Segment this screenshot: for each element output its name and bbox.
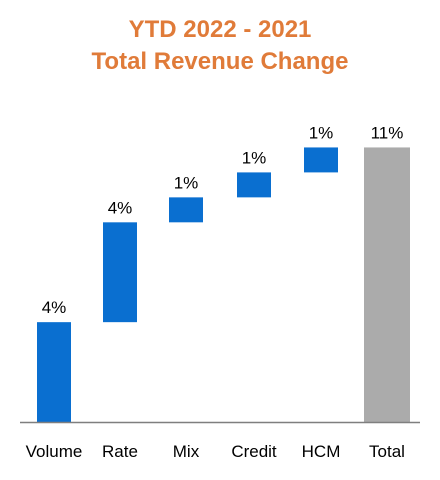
chart-title-line1: YTD 2022 - 2021 — [128, 16, 312, 43]
data-label-volume: 4% — [42, 298, 67, 317]
tick-label-volume: Volume — [26, 442, 83, 461]
bar-hcm — [304, 147, 338, 173]
bar-volume — [37, 322, 71, 422]
bar-credit — [237, 172, 271, 198]
bar-mix — [169, 197, 203, 223]
data-label-hcm: 1% — [309, 123, 334, 142]
tick-label-mix: Mix — [173, 442, 200, 461]
labels-group: 4% Volume 4% Rate 1% Mix 1% Credit 1% HCM 11% Total — [26, 123, 405, 461]
data-label-total: 11% — [371, 123, 404, 142]
tick-label-credit: Credit — [231, 442, 277, 461]
data-label-mix: 1% — [174, 173, 199, 192]
data-label-rate: 4% — [108, 198, 133, 217]
tick-label-rate: Rate — [102, 442, 138, 461]
tick-label-hcm: HCM — [302, 442, 341, 461]
data-label-credit: 1% — [242, 148, 267, 167]
bar-rate — [103, 222, 137, 323]
chart-title-line2: Total Revenue Change — [91, 48, 349, 75]
bar-total — [364, 147, 410, 422]
tick-label-total: Total — [369, 442, 405, 461]
bars-group — [37, 147, 410, 422]
